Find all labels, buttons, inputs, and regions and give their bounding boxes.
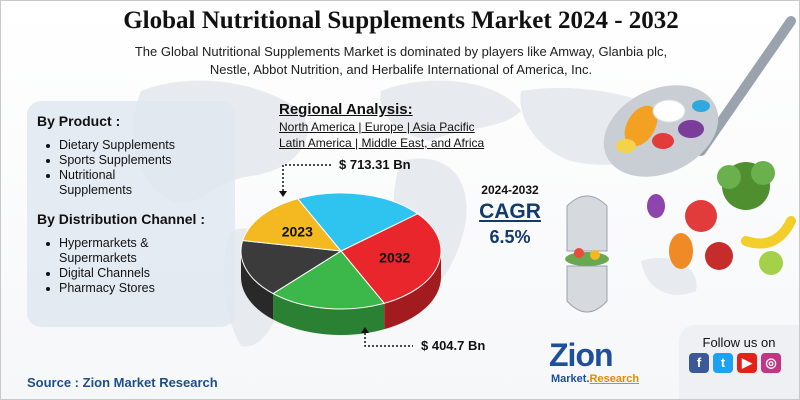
pie-slice-label: 2032: [379, 250, 410, 266]
twitter-icon[interactable]: t: [713, 353, 733, 373]
pie-slice-2: [240, 239, 343, 295]
pie-top-layer: [240, 192, 442, 310]
cagr-period: 2024-2032: [481, 183, 539, 197]
pie-slice-3: [241, 198, 343, 252]
pie-side-layer: [241, 251, 441, 336]
regional-line-2: Latin America | Middle East, and Africa: [279, 136, 485, 150]
list-item: Sports Supplements: [45, 153, 175, 168]
zion-logo: Zion: [549, 337, 614, 373]
annotation-value: $ 713.31 Bn: [339, 157, 411, 172]
list-item: Dietary Supplements: [45, 138, 176, 152]
list-item: Hypermarkets &: [46, 236, 149, 250]
annotation-value: $ 404.7 Bn: [421, 338, 485, 353]
list-item-continuation: Supplements: [59, 183, 132, 197]
pie-slice-1: [272, 250, 386, 310]
list-item-continuation: Supermarkets: [59, 251, 137, 265]
list-item: Pharmacy Stores: [46, 281, 155, 295]
youtube-icon[interactable]: ▶: [737, 353, 757, 373]
instagram-icon[interactable]: ◎: [761, 353, 781, 373]
by-product-list: Dietary Supplements Sports Supplements N…: [45, 138, 176, 183]
list-item: Nutritional: [45, 168, 175, 183]
pie-slice-side: [384, 251, 441, 330]
list-item: Digital Channels: [46, 266, 155, 281]
annotation-arrow: [361, 327, 369, 333]
logo-sub-a: Market.: [551, 373, 590, 385]
subtitle-line-2: Nestle, Abbot Nutrition, and Herbalife I…: [209, 62, 593, 77]
pie-annotation-layer: $ 713.31 Bn $ 404.7 Bn: [279, 157, 485, 353]
pie-slice-4: [296, 192, 419, 252]
pie-label-layer: 2032 2023: [282, 224, 411, 266]
logo-sub-b: Research: [589, 373, 640, 385]
page-title: Global Nutritional Supplements Market 20…: [123, 7, 679, 34]
by-channel-list: Hypermarkets &: [46, 236, 149, 251]
pie-slice-side: [241, 251, 274, 320]
source-note: Source : Zion Market Research: [27, 375, 218, 390]
pie-slice-label: 2023: [282, 224, 313, 240]
annotation-arrow: [279, 191, 287, 197]
by-channel-list-2: Digital Channels Pharmacy Stores: [46, 266, 155, 296]
zion-logo-subtitle: Market.Research: [551, 373, 639, 385]
annotation-leader-line: [282, 164, 331, 191]
subtitle: The Global Nutritional Supplements Marke…: [101, 43, 701, 79]
segmentation-panel: [27, 101, 235, 327]
pie-slice-side: [273, 293, 385, 336]
by-channel-title: By Distribution Channel :: [37, 211, 205, 227]
regional-title: Regional Analysis:: [279, 101, 413, 118]
subtitle-line-1: The Global Nutritional Supplements Marke…: [134, 44, 668, 59]
annotation-leader-line: [364, 333, 413, 347]
by-product-title: By Product :: [37, 113, 121, 129]
regional-line-1: North America | Europe | Asia Pacific: [279, 120, 475, 134]
follow-label: Follow us on: [702, 335, 776, 350]
cagr-value: 6.5%: [489, 227, 531, 247]
facebook-icon[interactable]: f: [689, 353, 709, 373]
cagr-label: CAGR: [479, 200, 541, 223]
